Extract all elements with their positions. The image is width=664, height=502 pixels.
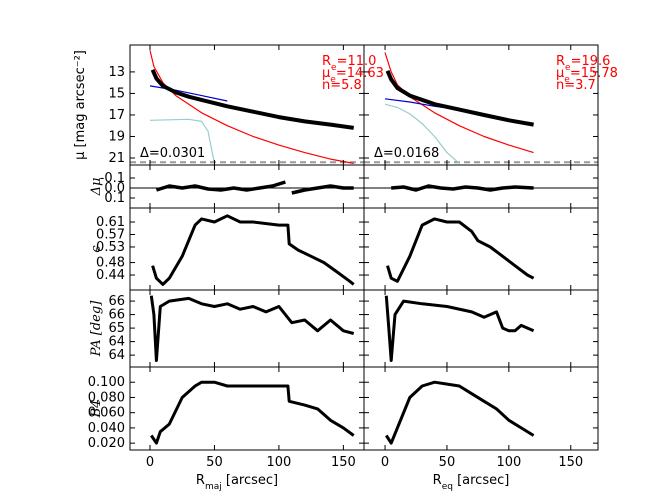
annotation: n=3.7 bbox=[556, 78, 596, 93]
text-part: [arcsec] bbox=[222, 473, 278, 488]
y-tick-label: 0.48 bbox=[96, 256, 125, 271]
data-line bbox=[391, 184, 534, 192]
panel bbox=[150, 380, 355, 445]
data-line bbox=[151, 214, 355, 286]
text-part: e bbox=[565, 63, 571, 73]
panel-frame bbox=[363, 289, 599, 368]
y-axis-label: μ [mag arcsec⁻²] bbox=[73, 50, 88, 160]
data-line bbox=[150, 380, 355, 445]
text-part: maj bbox=[205, 482, 222, 492]
y-tick-label: 13 bbox=[108, 65, 125, 80]
text-part: =11.0 bbox=[337, 54, 377, 69]
y-tick-label: 15 bbox=[108, 86, 125, 101]
data-line bbox=[386, 217, 535, 283]
y-tick-label: 0.0 bbox=[104, 181, 125, 196]
panel-frame bbox=[129, 366, 365, 451]
y-tick-label: 21 bbox=[108, 151, 125, 166]
panel bbox=[151, 214, 355, 286]
y-tick-label: 0.61 bbox=[96, 215, 125, 230]
text-part: [arcsec] bbox=[453, 473, 509, 488]
panel bbox=[386, 217, 535, 283]
y-tick-label: 0.020 bbox=[88, 436, 125, 451]
y-tick-label: 0.040 bbox=[88, 421, 125, 436]
x-tick-label: 0 bbox=[146, 455, 154, 470]
y-tick-label: 0.57 bbox=[96, 228, 125, 243]
text-part: n=3.7 bbox=[556, 78, 596, 93]
text-part: μ bbox=[322, 66, 330, 81]
panel-frame bbox=[129, 207, 365, 291]
y-tick-label: 66 bbox=[108, 294, 125, 309]
y-tick-label: 0.1 bbox=[104, 191, 125, 206]
y-tick-label: 0.53 bbox=[96, 240, 125, 255]
text-part: R bbox=[433, 473, 442, 488]
y-tick-label: 17 bbox=[108, 108, 125, 123]
panel bbox=[130, 180, 364, 195]
y-axis-label: B4 bbox=[89, 400, 104, 419]
text-part: eq bbox=[442, 482, 453, 492]
text-part: =15.78 bbox=[570, 66, 618, 81]
data-line bbox=[149, 50, 354, 164]
annotation: μe=14.63 bbox=[322, 66, 384, 85]
annotation: μe=15.78 bbox=[556, 66, 618, 85]
text-part: e bbox=[330, 75, 336, 85]
annotation: Re=11.0 bbox=[322, 54, 376, 73]
text-part: =14.63 bbox=[336, 66, 384, 81]
text-part: R bbox=[556, 54, 565, 69]
y-tick-label: 64 bbox=[108, 348, 125, 363]
annotation: Re=19.6 bbox=[556, 54, 610, 73]
y-axis-label: Δμ bbox=[89, 178, 104, 197]
panel bbox=[364, 184, 598, 192]
text-part: e bbox=[331, 63, 337, 73]
data-line bbox=[384, 52, 534, 154]
text-part: μ bbox=[556, 66, 564, 81]
delta-label: Δ=0.0168 bbox=[374, 146, 439, 161]
text-part: R bbox=[322, 54, 331, 69]
annotation: n=5.8 bbox=[322, 78, 362, 93]
x-axis-label: Rmaj [arcsec] bbox=[196, 473, 278, 492]
data-line bbox=[149, 295, 355, 362]
y-tick-label: 0.44 bbox=[96, 268, 125, 283]
data-line bbox=[384, 103, 460, 164]
x-tick-label: 50 bbox=[439, 455, 456, 470]
y-tick-label: 0.080 bbox=[88, 390, 125, 405]
y-tick-label: 64 bbox=[108, 335, 125, 350]
data-line bbox=[150, 68, 354, 130]
panel bbox=[384, 295, 535, 362]
y-tick-label: -0.1 bbox=[100, 171, 125, 186]
panel bbox=[385, 380, 535, 445]
data-line bbox=[149, 118, 215, 164]
panel bbox=[149, 295, 355, 362]
panel-frame bbox=[129, 289, 365, 368]
text-part: =19.6 bbox=[571, 54, 611, 69]
data-line bbox=[385, 70, 534, 127]
x-tick-label: 100 bbox=[266, 455, 291, 470]
x-tick-label: 0 bbox=[381, 455, 389, 470]
data-line bbox=[155, 180, 354, 195]
x-tick-label: 150 bbox=[331, 455, 356, 470]
y-tick-label: 0.060 bbox=[88, 406, 125, 421]
y-tick-label: 0.100 bbox=[88, 375, 125, 390]
y-axis-label: PA [deg] bbox=[89, 300, 104, 357]
data-line bbox=[385, 380, 535, 445]
x-tick-label: 100 bbox=[496, 455, 521, 470]
x-tick-label: 150 bbox=[558, 455, 583, 470]
panel-frame bbox=[363, 366, 599, 451]
y-tick-label: 65 bbox=[108, 321, 125, 336]
y-axis-label: ϵ bbox=[89, 245, 104, 253]
x-axis-label: Req [arcsec] bbox=[433, 473, 510, 492]
panel bbox=[130, 50, 364, 164]
data-line bbox=[384, 295, 535, 362]
y-tick-label: 66 bbox=[108, 308, 125, 323]
text-part: n=5.8 bbox=[322, 78, 362, 93]
text-part: e bbox=[564, 75, 570, 85]
y-tick-label: 19 bbox=[108, 129, 125, 144]
text-part: R bbox=[196, 473, 205, 488]
panel bbox=[364, 52, 598, 164]
delta-label: Δ=0.0301 bbox=[140, 146, 205, 161]
x-tick-label: 50 bbox=[206, 455, 223, 470]
